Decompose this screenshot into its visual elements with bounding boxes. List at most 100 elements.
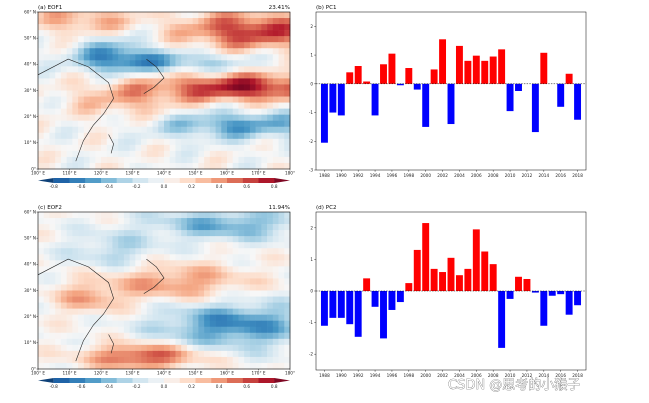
map-cell <box>78 314 85 321</box>
map-cell <box>60 314 67 321</box>
map-cell <box>175 326 182 334</box>
map-cell <box>141 132 148 140</box>
map-cell <box>112 162 119 170</box>
map-cell <box>38 320 45 328</box>
map-cell <box>60 224 67 231</box>
map-cell <box>152 60 159 67</box>
map-cell <box>152 54 159 61</box>
map-cell <box>38 326 45 334</box>
map-cell <box>198 320 205 328</box>
map-cell <box>284 254 291 261</box>
map-cell <box>38 120 45 128</box>
map-cell <box>146 36 153 43</box>
map-cell <box>284 344 291 352</box>
map-cell <box>232 90 239 97</box>
map-cell <box>249 266 256 273</box>
map-cell <box>164 114 171 121</box>
map-cell <box>278 114 285 121</box>
map-cell <box>278 132 285 140</box>
map-cell <box>66 266 73 273</box>
map-cell <box>135 30 142 37</box>
map-cell <box>175 18 182 25</box>
map-cell <box>112 260 119 267</box>
map-cell <box>209 296 216 303</box>
map-cell <box>232 144 239 152</box>
map-cell <box>221 132 228 140</box>
map-cell <box>78 356 85 364</box>
map-cell <box>209 12 216 19</box>
map-cell <box>215 242 222 249</box>
map-cell <box>249 84 256 91</box>
map-cell <box>227 120 234 128</box>
map-cell <box>123 296 130 303</box>
map-cell <box>49 362 56 370</box>
map-cell <box>255 162 262 170</box>
map-cell <box>146 84 153 91</box>
map-cell <box>215 66 222 73</box>
map-cell <box>72 224 79 231</box>
map-cell <box>78 260 85 267</box>
map-cell <box>186 60 193 67</box>
map-cell <box>261 54 268 61</box>
map-cell <box>267 18 274 25</box>
map-cell <box>232 132 239 140</box>
map-cell <box>244 36 251 43</box>
map-cell <box>106 102 113 109</box>
map-cell <box>164 290 171 297</box>
map-cell <box>49 344 56 352</box>
map-cell <box>101 36 108 43</box>
y-tick-label: 60° N <box>24 209 36 214</box>
map-cell <box>146 278 153 285</box>
map-cell <box>215 126 222 134</box>
map-cell <box>261 338 268 346</box>
map-cell <box>169 278 176 285</box>
map-cell <box>244 272 251 279</box>
map-cell <box>267 114 274 121</box>
map-cell <box>135 260 142 267</box>
map-cell <box>129 362 136 370</box>
map-cell <box>55 54 62 61</box>
map-cell <box>255 326 262 334</box>
map-cell <box>152 296 159 303</box>
map-cell <box>95 242 102 249</box>
map-cell <box>95 102 102 109</box>
map-cell <box>43 30 50 37</box>
map-cell <box>135 236 142 243</box>
map-cell <box>227 96 234 103</box>
map-cell <box>186 102 193 109</box>
map-cell <box>209 114 216 121</box>
map-cell <box>101 284 108 291</box>
y-tick-label: 20° N <box>24 314 36 319</box>
map-cell <box>60 242 67 249</box>
map-cell <box>72 278 79 285</box>
map-cell <box>141 320 148 328</box>
map-cell <box>186 320 193 328</box>
bar <box>548 291 556 296</box>
map-cell <box>261 248 268 255</box>
map-cell <box>181 344 188 352</box>
colorbar-segment <box>164 378 180 383</box>
map-cell <box>95 356 102 364</box>
map-cell <box>272 308 279 315</box>
map-cell <box>278 314 285 321</box>
map-cell <box>204 96 211 103</box>
x-tick-label: 2014 <box>538 373 549 378</box>
map-cell <box>215 144 222 152</box>
map-cell <box>192 96 199 103</box>
map-cell <box>238 54 245 61</box>
map-cell <box>204 108 211 115</box>
map-cell <box>118 260 125 267</box>
map-cell <box>141 296 148 303</box>
map-cell <box>209 120 216 128</box>
map-cell <box>112 42 119 49</box>
map-cell <box>169 212 176 219</box>
map-cell <box>66 218 73 225</box>
map-cell <box>192 302 199 309</box>
map-cell <box>181 12 188 19</box>
map-cell <box>83 54 90 61</box>
x-tick-label: 2018 <box>572 373 583 378</box>
map-cell <box>78 84 85 91</box>
x-tick-label: 2012 <box>522 373 533 378</box>
map-cell <box>146 54 153 61</box>
map-cell <box>106 362 113 370</box>
